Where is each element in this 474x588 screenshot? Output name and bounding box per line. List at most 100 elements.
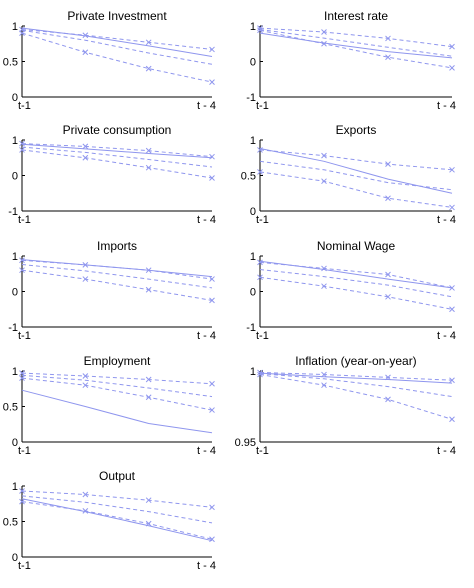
y-tick-label: 1 <box>12 251 18 263</box>
subplot-title: Employment <box>84 354 151 368</box>
x-tick-label: t-1 <box>256 214 269 226</box>
series-line-4 <box>259 269 453 298</box>
subplot-8: Inflation (year-on-year) 0.95 1 t-1 t - 4 <box>235 354 456 457</box>
y-tick-label: -1 <box>8 206 18 218</box>
subplot-title: Private Investment <box>67 9 167 23</box>
data-point <box>321 371 327 378</box>
data-point <box>82 382 89 389</box>
series-line-3 <box>259 276 453 310</box>
data-point <box>82 143 89 150</box>
data-point <box>449 166 455 173</box>
x-tick-label: t-1 <box>256 445 269 457</box>
y-tick-label: 0.95 <box>235 437 256 449</box>
data-point <box>449 285 455 291</box>
series-line-3 <box>21 149 213 179</box>
data-point <box>82 276 89 282</box>
x-tick-label: t - 4 <box>197 214 216 226</box>
series-line-2 <box>21 490 213 508</box>
data-point <box>145 286 152 293</box>
data-point <box>82 491 89 498</box>
data-point <box>449 377 455 384</box>
data-point <box>145 520 152 527</box>
data-point <box>209 536 215 543</box>
data-point <box>19 498 25 505</box>
subplot-3: Private consumption -1 0 1 t-1 t - 4 <box>8 123 216 226</box>
y-tick-label: 1 <box>250 366 256 378</box>
y-tick-label: -1 <box>246 322 256 334</box>
data-point <box>257 371 263 378</box>
data-point <box>257 27 263 34</box>
series-line-4 <box>21 29 213 65</box>
data-point <box>209 504 215 511</box>
data-point <box>385 195 391 202</box>
series-line-2 <box>21 143 213 158</box>
data-point <box>19 267 25 274</box>
data-point <box>385 293 391 300</box>
data-point <box>321 265 327 272</box>
x-tick-label: t-1 <box>18 100 31 112</box>
series-line-1 <box>259 148 453 194</box>
subplot-7: Employment 0 0.5 1 t-1 t - 4 <box>3 354 216 457</box>
data-point <box>321 382 327 389</box>
y-tick-label: -1 <box>246 92 256 104</box>
subplot-5: Imports -1 0 1 t-1 t - 4 <box>8 239 216 342</box>
data-point <box>82 507 89 514</box>
x-tick-label: t-1 <box>256 100 269 112</box>
y-tick-label: 0 <box>12 171 18 183</box>
data-point <box>449 204 455 211</box>
data-point <box>449 306 455 313</box>
series-line-4 <box>259 160 453 191</box>
data-point <box>82 49 89 56</box>
data-point <box>145 39 152 46</box>
subplot-title: Output <box>99 469 136 483</box>
y-tick-label: 1 <box>12 366 18 378</box>
y-tick-label: 1 <box>12 135 18 147</box>
data-point <box>449 416 455 423</box>
data-point <box>209 175 215 181</box>
series-line-2 <box>21 29 213 50</box>
series-line-1 <box>21 143 213 159</box>
data-point <box>209 297 215 304</box>
data-point <box>19 147 25 153</box>
y-tick-label: 0.5 <box>3 57 18 69</box>
data-point <box>385 54 391 61</box>
subplot-title: Inflation (year-on-year) <box>295 354 416 368</box>
subplot-title: Imports <box>97 239 137 253</box>
x-tick-label: t-1 <box>18 330 31 342</box>
y-tick-label: 1 <box>250 21 256 33</box>
x-tick-label: t-1 <box>18 560 31 572</box>
series-line-2 <box>21 372 213 385</box>
data-point <box>19 257 25 264</box>
data-point <box>209 407 215 413</box>
series-line-1 <box>259 32 453 59</box>
series-line-3 <box>259 29 453 69</box>
y-tick-label: 0 <box>250 57 256 69</box>
series-line-2 <box>259 149 453 171</box>
x-tick-label: t - 4 <box>197 560 216 572</box>
series-line-4 <box>21 495 213 524</box>
data-point <box>145 65 152 72</box>
data-point <box>82 373 89 379</box>
series-line-1 <box>21 389 213 434</box>
subplot-9: Output 0 0.5 1 t-1 t - 4 <box>3 469 216 572</box>
data-point <box>145 164 152 171</box>
data-point <box>209 153 215 160</box>
data-point <box>321 29 327 35</box>
series-line-3 <box>259 374 453 420</box>
x-tick-label: t - 4 <box>437 214 456 226</box>
series-line-3 <box>21 32 213 83</box>
y-tick-label: 0 <box>12 92 18 104</box>
y-tick-label: 0 <box>12 287 18 299</box>
series-line-3 <box>21 269 213 301</box>
data-point <box>257 259 263 266</box>
x-tick-label: t - 4 <box>437 445 456 457</box>
y-tick-label: 0 <box>12 552 18 564</box>
data-point <box>209 380 215 387</box>
subplot-6: Nominal Wage -1 0 1 t-1 t - 4 <box>246 239 456 342</box>
subplot-title: Exports <box>336 123 377 137</box>
x-tick-label: t - 4 <box>197 445 216 457</box>
subplot-1: Private Investment 0 0.5 1 t-1 t - 4 <box>3 9 216 112</box>
data-point <box>19 488 25 494</box>
series-line-3 <box>21 501 213 540</box>
series-line-4 <box>259 373 453 398</box>
